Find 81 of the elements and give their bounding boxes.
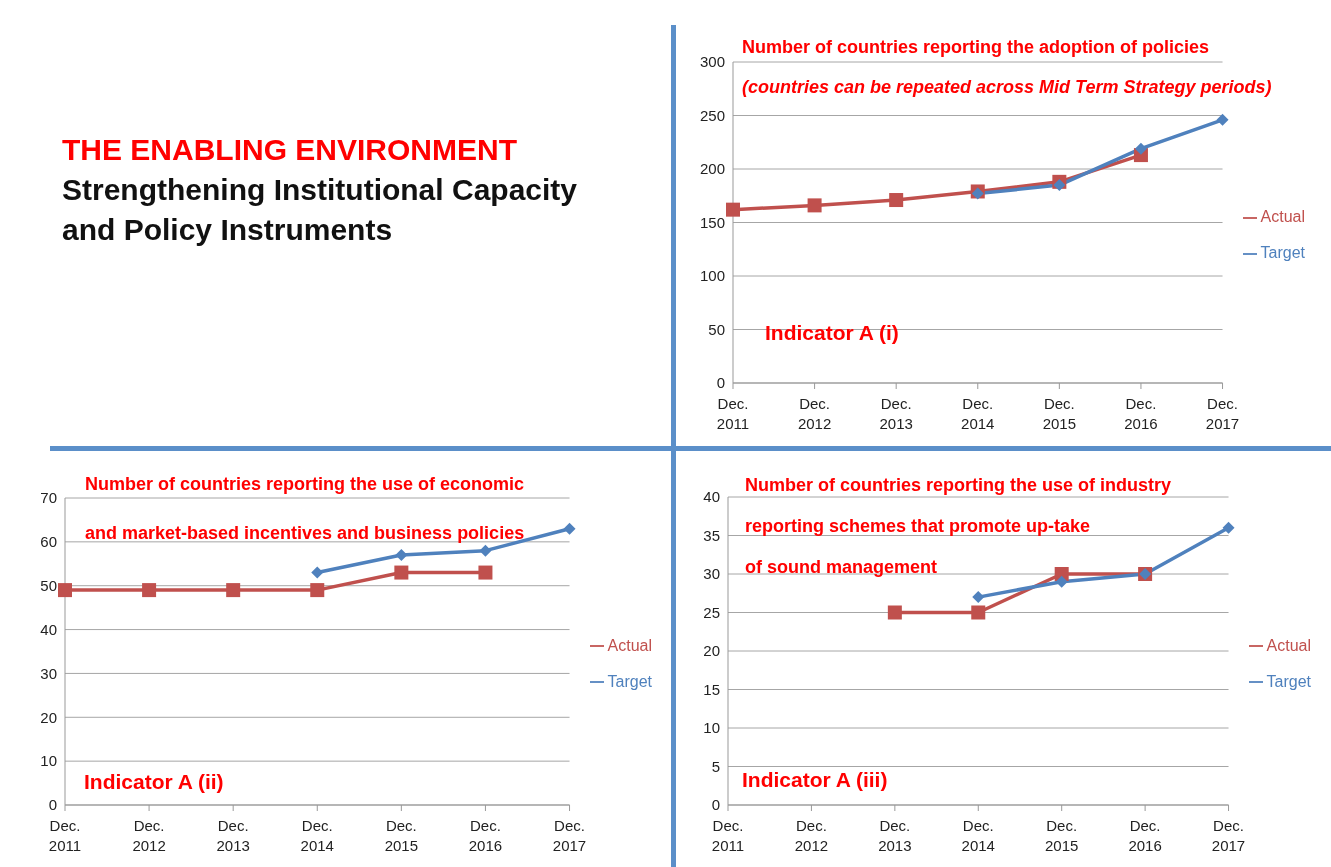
x-tick-label: Dec. 2011 xyxy=(48,817,82,854)
y-tick-label: 15 xyxy=(703,680,720,698)
text: (countries can be repeated across Mid Term Strategy periods) xyxy=(742,76,1272,99)
point xyxy=(310,583,325,598)
point xyxy=(1055,575,1068,588)
point xyxy=(726,202,740,217)
x-tick-label: Dec. 2012 xyxy=(132,817,166,854)
y-tick-label: 40 xyxy=(703,488,720,506)
annotation: Indicator A (ii) xyxy=(84,770,224,794)
x-tick-label: Dec. 2011 xyxy=(711,817,745,854)
point xyxy=(971,605,986,620)
y-tick-label: 70 xyxy=(40,489,57,507)
point xyxy=(478,565,493,580)
point xyxy=(807,198,822,213)
point xyxy=(311,566,324,579)
x-tick-label: Dec. 2016 xyxy=(1128,817,1162,854)
y-tick-label: 250 xyxy=(699,106,725,124)
point xyxy=(1216,113,1229,126)
x-tick-label: Dec. 2013 xyxy=(216,817,250,854)
y-tick-label: 10 xyxy=(40,752,57,770)
point xyxy=(395,549,408,562)
x-tick-label: Dec. 2014 xyxy=(961,817,995,854)
x-tick-label: Dec. 2012 xyxy=(797,395,832,432)
point xyxy=(479,544,492,557)
x-tick-label: Dec. 2013 xyxy=(879,395,913,432)
y-tick-label: 20 xyxy=(703,642,720,660)
point xyxy=(142,583,157,598)
x-tick-label: Dec. 2012 xyxy=(794,817,829,854)
y-tick-label: 5 xyxy=(711,757,720,775)
y-tick-label: 30 xyxy=(40,664,57,682)
text: Number of countries reporting the use of industry reporting schemes that promote up-take of sound management xyxy=(745,474,1172,579)
point xyxy=(1053,179,1066,192)
x-tick-label: Dec. 2014 xyxy=(300,817,334,854)
y-tick-label: 60 xyxy=(40,533,57,551)
y-tick-label: 25 xyxy=(703,603,720,621)
point xyxy=(887,605,902,620)
text: Strengthening Institutional Capacity and Policy Instruments xyxy=(62,172,578,248)
legend-label: Target xyxy=(607,672,652,690)
y-tick-label: 35 xyxy=(703,526,720,544)
y-tick-label: 0 xyxy=(711,796,720,814)
legend-label: Actual xyxy=(1266,636,1311,654)
x-tick-label: Dec. 2016 xyxy=(468,817,503,854)
y-tick-label: 0 xyxy=(716,374,725,392)
y-tick-label: 30 xyxy=(703,565,720,583)
x-tick-label: Dec. 2017 xyxy=(1205,395,1240,432)
y-tick-label: 40 xyxy=(40,620,57,638)
annotation: Indicator A (iii) xyxy=(742,768,888,792)
y-tick-label: 150 xyxy=(699,213,725,231)
legend-label: Actual xyxy=(1260,208,1305,225)
x-tick-label: Dec. 2015 xyxy=(384,817,419,854)
point xyxy=(226,583,241,598)
y-tick-label: 50 xyxy=(708,320,725,338)
point xyxy=(58,583,72,598)
y-tick-label: 10 xyxy=(703,719,720,737)
y-tick-label: 20 xyxy=(40,708,57,726)
point xyxy=(394,565,409,580)
chart-title: Number of countries reporting the use of economic and market-based incentives and business policies xyxy=(85,474,525,543)
annotation: Indicator A (i) xyxy=(765,321,899,345)
text: THE ENABLING ENVIRONMENT xyxy=(62,132,518,168)
legend-label: Target xyxy=(1266,672,1311,690)
y-tick-label: 200 xyxy=(699,160,725,178)
y-tick-label: 100 xyxy=(699,267,725,285)
point xyxy=(563,522,576,535)
x-tick-label: Dec. 2013 xyxy=(878,817,912,854)
legend-label: Target xyxy=(1260,244,1305,261)
y-tick-label: 300 xyxy=(699,53,725,71)
legend-label: Actual xyxy=(607,636,652,654)
x-tick-label: Dec. 2011 xyxy=(716,395,750,432)
x-tick-label: Dec. 2017 xyxy=(552,817,587,854)
y-tick-label: 50 xyxy=(40,577,57,595)
y-tick-label: 0 xyxy=(48,796,57,814)
point xyxy=(1222,521,1235,534)
x-tick-label: Dec. 2015 xyxy=(1045,817,1079,854)
x-tick-label: Dec. 2016 xyxy=(1124,395,1158,432)
point xyxy=(889,193,904,208)
x-tick-label: Dec. 2014 xyxy=(961,395,995,432)
point xyxy=(972,591,985,604)
x-tick-label: Dec. 2015 xyxy=(1042,395,1077,432)
point xyxy=(1134,142,1147,155)
x-tick-label: Dec. 2017 xyxy=(1211,817,1246,854)
chart-title: Number of countries reporting the adoption of policies xyxy=(742,36,1210,59)
